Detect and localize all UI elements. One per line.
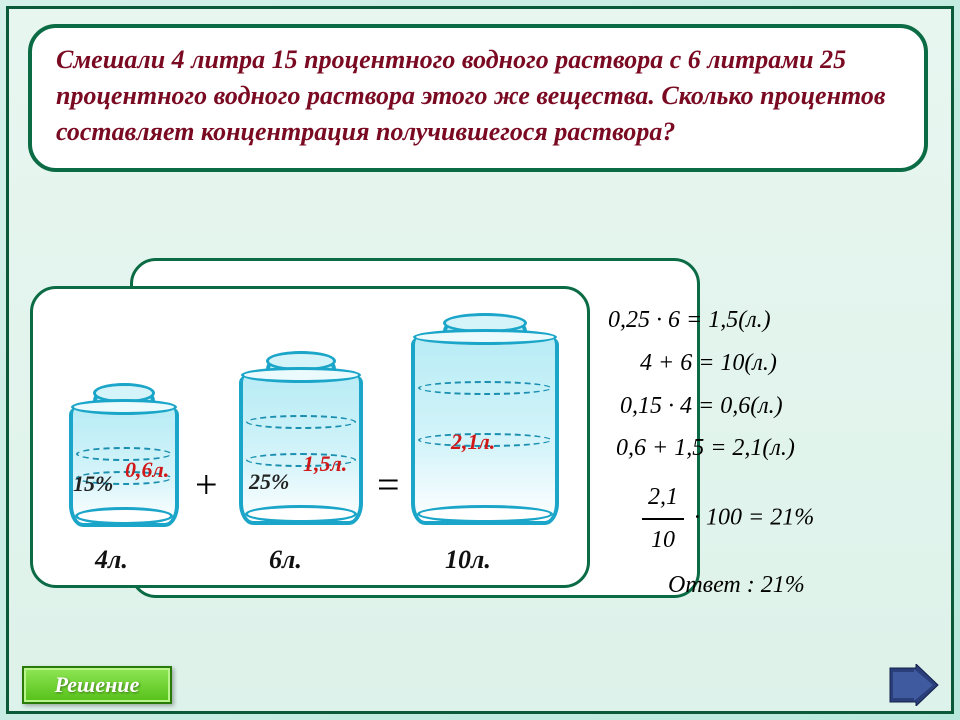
eq-line-4: 0,6 + 1,5 = 2,1(л.) <box>616 428 942 469</box>
jar-1-solute: 0,6л. <box>125 457 169 483</box>
answer-line: Ответ : 21% <box>668 565 942 606</box>
jar-2 <box>239 351 363 525</box>
eq-line-2: 4 + 6 = 10(л.) <box>640 343 942 384</box>
eq-line-3: 0,15 · 4 = 0,6(л.) <box>620 386 942 427</box>
jar-1-volume: 4л. <box>95 545 128 575</box>
jar-2-volume: 6л. <box>269 545 302 575</box>
problem-text: Смешали 4 литра 15 процентного водного р… <box>56 45 886 146</box>
jar-1 <box>69 383 179 527</box>
fraction-denominator: 10 <box>642 520 684 561</box>
jar-2-percent: 25% <box>249 469 289 495</box>
jar-3-solute: 2,1л. <box>451 429 495 455</box>
plus-operator: + <box>195 461 218 508</box>
jar-2-solute: 1,5л. <box>303 451 347 477</box>
arrow-right-icon <box>886 664 940 706</box>
jar-3 <box>411 313 559 525</box>
solution-button[interactable]: Решение <box>22 666 172 704</box>
answer-prefix: Ответ : <box>668 572 761 598</box>
solution-button-label: Решение <box>55 672 140 697</box>
jar-1-percent: 15% <box>73 471 113 497</box>
eq-fraction-line: 2,1 10 · 100 = 21% <box>642 477 942 561</box>
diagram-panel: 15% 0,6л. 4л. + 25% 1,5л. 6л. = 2,1л. 10… <box>30 286 590 588</box>
fraction-tail: · 100 = 21% <box>688 505 814 531</box>
equals-operator: = <box>377 461 400 508</box>
next-button[interactable] <box>886 664 940 706</box>
equations-block: 0,25 · 6 = 1,5(л.) 4 + 6 = 10(л.) 0,15 ·… <box>602 300 942 608</box>
jar-3-volume: 10л. <box>445 545 491 575</box>
eq-line-1: 0,25 · 6 = 1,5(л.) <box>608 300 942 341</box>
fraction: 2,1 10 <box>642 477 684 561</box>
answer-value: 21% <box>761 572 805 598</box>
problem-statement: Смешали 4 литра 15 процентного водного р… <box>28 24 928 172</box>
fraction-numerator: 2,1 <box>642 477 684 520</box>
